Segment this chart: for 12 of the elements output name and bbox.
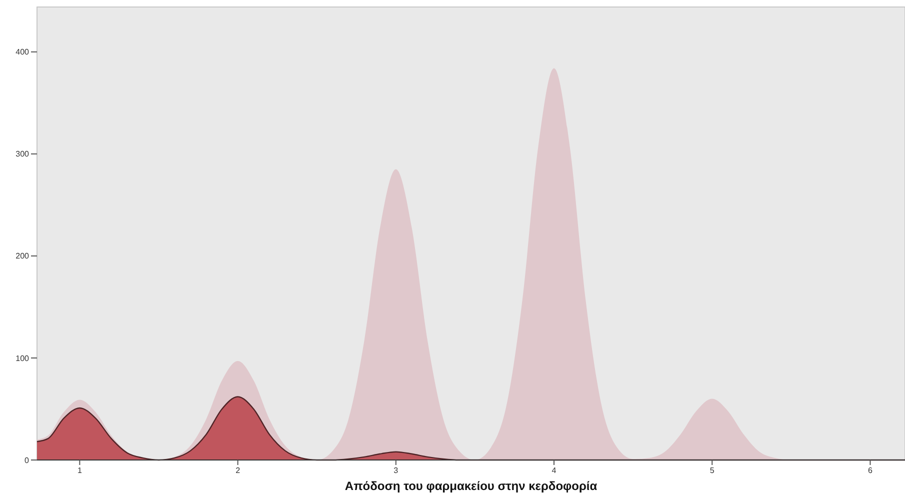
x-axis-title: Απόδοση του φαρμακείου στην κερδοφορία — [344, 479, 598, 493]
y-tick-label: 400 — [16, 48, 30, 57]
x-tick-label: 2 — [236, 466, 241, 475]
x-tick-label: 5 — [710, 466, 715, 475]
y-tick-label: 200 — [16, 252, 30, 261]
y-tick-label: 100 — [16, 354, 30, 363]
x-tick-label: 6 — [868, 466, 873, 475]
x-tick-label: 4 — [552, 466, 557, 475]
y-tick-label: 300 — [16, 150, 30, 159]
x-tick-label: 3 — [394, 466, 399, 475]
x-tick-label: 1 — [77, 466, 82, 475]
y-tick-label: 0 — [24, 456, 30, 465]
